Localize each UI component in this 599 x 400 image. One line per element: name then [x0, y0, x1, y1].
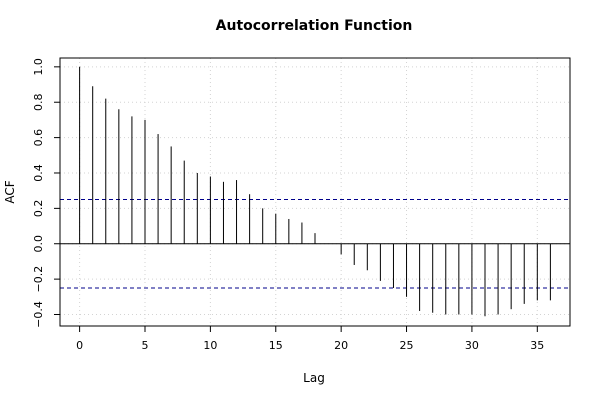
x-tick-label: 5	[142, 339, 149, 352]
y-tick-label: 0.4	[32, 164, 45, 182]
x-tick-label: 35	[530, 339, 544, 352]
y-tick-label: −0.2	[32, 266, 45, 293]
x-axis-label: Lag	[303, 371, 325, 385]
y-tick-label: 0.6	[32, 129, 45, 147]
x-tick-label: 15	[269, 339, 283, 352]
y-tick-label: 0.8	[32, 93, 45, 111]
chart-title: Autocorrelation Function	[216, 18, 413, 34]
grid-layer	[60, 58, 570, 326]
y-tick-label: 0.0	[32, 235, 45, 253]
x-axis: 0 5 10 15 20 25 30 35	[76, 325, 544, 352]
acf-spikes	[79, 66, 551, 317]
y-tick-label: 1.0	[32, 58, 45, 76]
x-tick-label: 25	[400, 339, 414, 352]
plot-frame	[59, 57, 571, 327]
x-tick-label: 30	[465, 339, 479, 352]
y-tick-label: −0.4	[32, 301, 45, 328]
y-axis: −0.4 −0.2 0.0 0.2 0.4 0.6 0.8 1.0	[32, 58, 61, 328]
y-axis-label: ACF	[3, 180, 17, 203]
x-tick-label: 0	[76, 339, 83, 352]
x-tick-label: 10	[203, 339, 217, 352]
y-tick-label: 0.2	[32, 200, 45, 218]
x-tick-label: 20	[334, 339, 348, 352]
